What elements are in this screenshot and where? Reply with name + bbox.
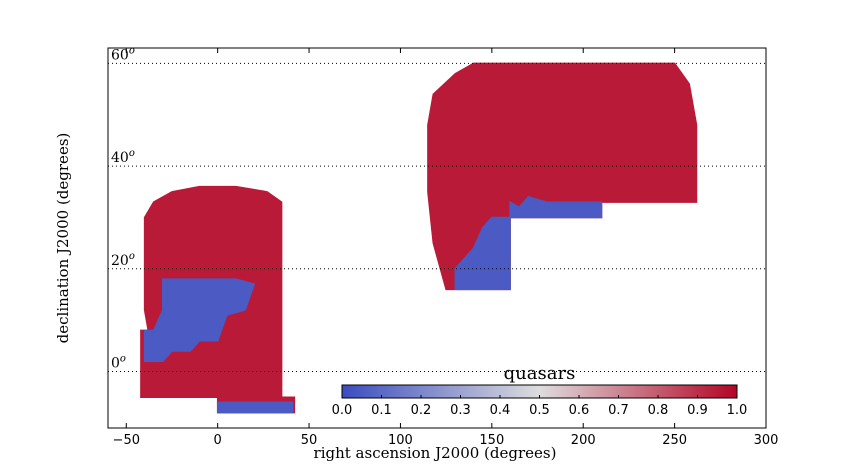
colorbar-tick-label: 1.0	[727, 403, 748, 418]
colorbar-tick-label: 0.0	[332, 403, 353, 418]
dec-label: 0o	[111, 354, 126, 372]
footprint-region	[143, 278, 256, 362]
colorbar-tick-label: 0.5	[529, 403, 550, 418]
plot-frame	[107, 47, 767, 429]
dec-label: 60o	[111, 45, 135, 63]
footprint-region	[454, 216, 511, 291]
survey-footprint	[140, 62, 698, 414]
colorbar-tick-label: 0.9	[687, 403, 708, 418]
declination-gridlines	[108, 62, 766, 373]
colorbar-tick-label: 0.8	[648, 403, 669, 418]
footprint-region	[509, 196, 603, 219]
colorbar-tick-label: 0.2	[411, 403, 432, 418]
colorbar-title: quasars	[504, 363, 576, 384]
colorbar-tick-label: 0.1	[371, 403, 392, 418]
x-tick-label: −50	[113, 433, 140, 448]
x-tick-label: 50	[301, 433, 318, 448]
footprint-region	[216, 401, 294, 414]
declination-labels: 60o 40o 20o 0o	[111, 45, 135, 371]
colorbar: quasars 0.0 0.1 0.2 0.3 0.4 0.5 0.6 0.7 0.8 0.9 1.…	[332, 363, 748, 418]
x-tick-label: 100	[388, 433, 413, 448]
colorbar-tick-label: 0.7	[608, 403, 629, 418]
x-tick-label: 250	[662, 433, 687, 448]
x-tick-label: 0	[214, 433, 222, 448]
y-axis-title: declination J2000 (degrees)	[54, 133, 72, 344]
x-axis-title: right ascension J2000 (degrees)	[314, 444, 557, 462]
dec-label: 20o	[111, 251, 135, 269]
colorbar-ticks: 0.0 0.1 0.2 0.3 0.4 0.5 0.6 0.7 0.8 0.9 1.0	[332, 395, 748, 418]
colorbar-tick-label: 0.3	[450, 403, 471, 418]
colorbar-tick-label: 0.6	[569, 403, 590, 418]
x-axis-ticks: −50 0 50 100 150 200 250 300	[113, 48, 779, 448]
x-tick-label: 150	[479, 433, 504, 448]
colorbar-tick-label: 0.4	[490, 403, 511, 418]
dec-label: 40o	[111, 148, 135, 166]
x-tick-label: 200	[571, 433, 596, 448]
x-tick-label: 300	[754, 433, 779, 448]
